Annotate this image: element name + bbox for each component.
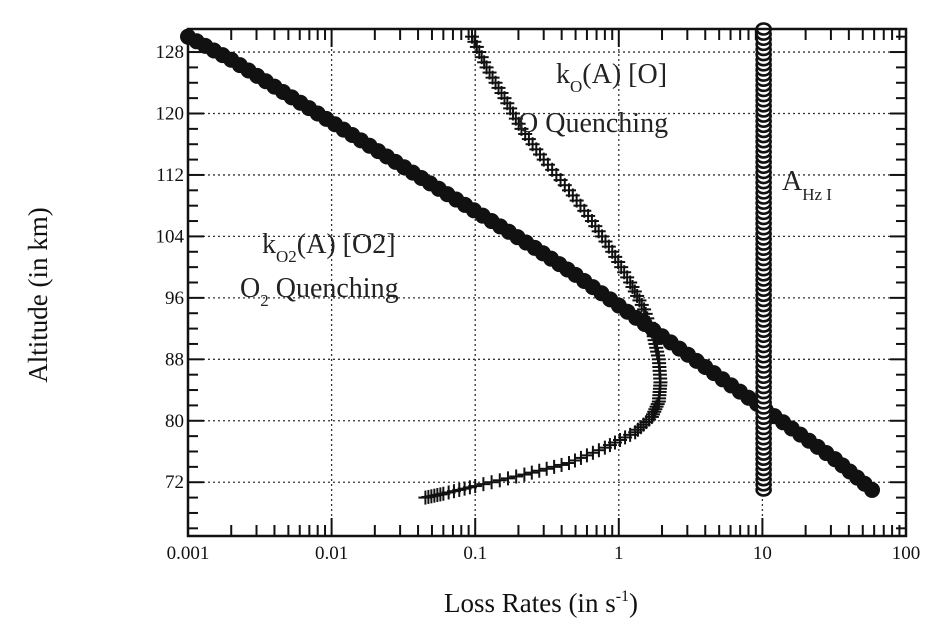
data-point bbox=[492, 473, 507, 488]
annotation-a-hz: AHz I bbox=[782, 166, 832, 204]
y-tick-label: 112 bbox=[156, 165, 184, 186]
x-tick-label: 0.001 bbox=[167, 543, 210, 564]
series-open-circle bbox=[755, 22, 772, 497]
data-point bbox=[591, 443, 606, 458]
annotation-o-quenching: O Quenching bbox=[518, 108, 668, 139]
x-tick-label: 0.1 bbox=[463, 543, 487, 564]
y-axis-title: Altitude (in km) bbox=[23, 207, 53, 382]
y-tick-label: 96 bbox=[165, 288, 184, 309]
series-layer bbox=[180, 22, 881, 505]
y-tick-label: 88 bbox=[165, 349, 184, 370]
y-tick-label: 80 bbox=[165, 411, 184, 432]
data-point bbox=[547, 459, 562, 474]
data-point bbox=[630, 422, 645, 437]
y-tick-label: 104 bbox=[156, 226, 185, 247]
data-point bbox=[532, 463, 547, 478]
data-point bbox=[484, 475, 499, 490]
data-point bbox=[500, 471, 515, 486]
series-plus bbox=[418, 29, 668, 505]
data-point bbox=[517, 467, 532, 482]
data-point bbox=[562, 456, 577, 471]
data-point bbox=[539, 461, 554, 476]
data-point bbox=[597, 440, 612, 455]
data-point bbox=[554, 457, 569, 472]
x-tick-label: 100 bbox=[892, 543, 921, 564]
annotation-o2-quenching: O2 Quenching bbox=[240, 273, 399, 310]
data-point bbox=[524, 465, 539, 480]
annotation-o-rate: kO(A) [O] bbox=[556, 59, 667, 96]
data-point bbox=[509, 469, 524, 484]
x-tick-label: 0.01 bbox=[315, 543, 348, 564]
plot-frame bbox=[186, 27, 908, 538]
data-point bbox=[864, 481, 881, 498]
x-tick-label: 10 bbox=[753, 543, 772, 564]
data-point bbox=[585, 445, 600, 460]
y-tick-labels: 72 80 88 96 104 112 120 128 bbox=[156, 42, 185, 493]
y-tick-label: 128 bbox=[156, 42, 185, 63]
x-tick-label: 1 bbox=[614, 543, 624, 564]
data-point bbox=[418, 490, 433, 505]
data-point bbox=[476, 477, 491, 492]
x-axis-title: Loss Rates (in s-1) bbox=[444, 588, 638, 618]
data-point bbox=[579, 448, 594, 463]
annotation-o2-rate: kO2(A) [O2] bbox=[262, 229, 396, 266]
data-point bbox=[567, 453, 582, 468]
data-point bbox=[573, 450, 588, 465]
x-tick-labels: 0.001 0.01 0.1 1 10 100 bbox=[167, 543, 921, 564]
y-tick-label: 72 bbox=[165, 472, 184, 493]
y-tick-label: 120 bbox=[156, 104, 185, 125]
